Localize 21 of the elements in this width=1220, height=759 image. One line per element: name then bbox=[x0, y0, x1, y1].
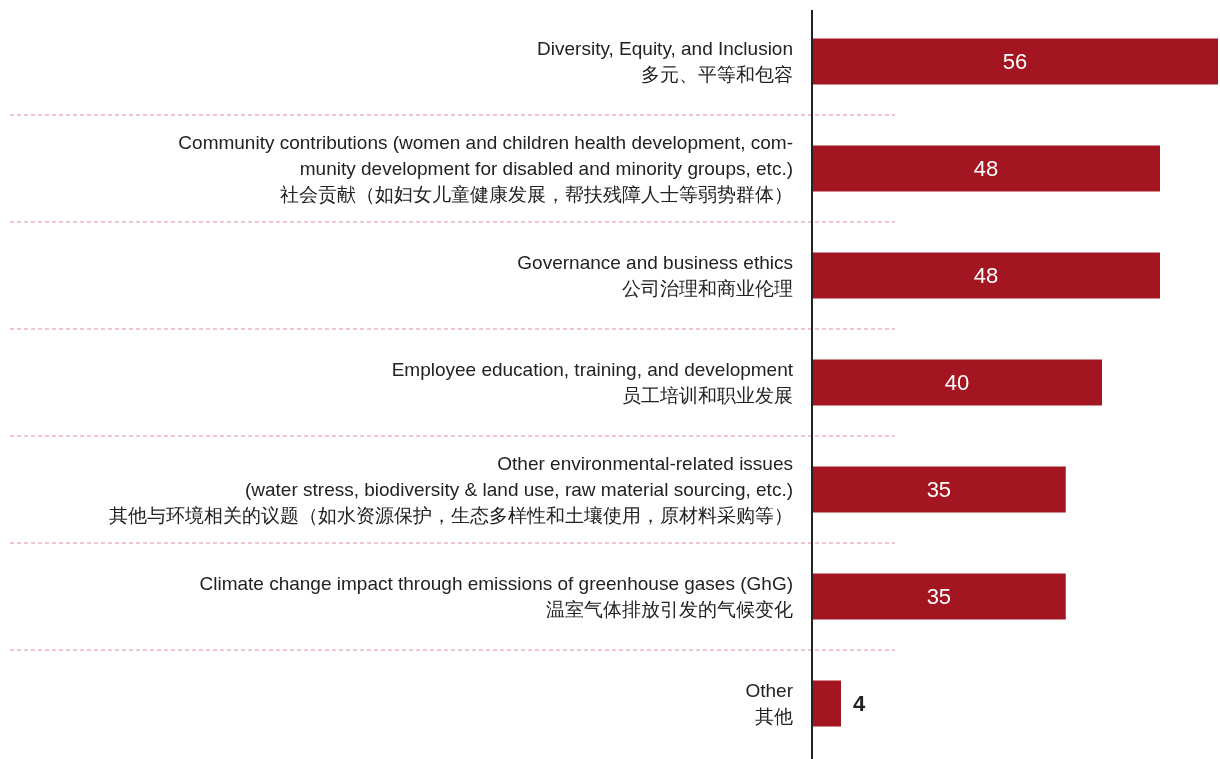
y-tick-label: Employee education, training, and development 员工培训和职业发展 bbox=[391, 359, 794, 407]
y-tick-label: Diversity, Equity, and Inclusion 多元、平等和包容 bbox=[537, 38, 793, 86]
y-tick-label: Governance and business ethics 公司治理和商业伦理 bbox=[517, 252, 793, 300]
data-label: 35 bbox=[926, 477, 952, 503]
bar bbox=[812, 466, 1066, 513]
bar bbox=[812, 573, 1066, 620]
bar bbox=[812, 145, 1160, 192]
data-label: 40 bbox=[944, 370, 970, 396]
y-tick-label: Community contributions (women and children health development, com- munity development for disabled and minority groups, etc.) 社会贡献（如妇女儿童健康发展，帮扶残障人士等弱势群体） bbox=[178, 132, 793, 206]
y-tick-label: Other environmental-related issues (water stress, biodiversity & land use, raw material sourcing, etc.) 其他与环境相关的议题（如水资源保护，生态多样性和土壤使用，原材料采购等） bbox=[109, 453, 793, 527]
data-label: 48 bbox=[973, 263, 999, 289]
y-tick-label: Climate change impact through emissions of greenhouse gases (GhG) 温室气体排放引发的气候变化 bbox=[199, 573, 793, 621]
data-label: 48 bbox=[973, 156, 999, 182]
bar bbox=[812, 38, 1218, 85]
bar bbox=[812, 252, 1160, 299]
data-label: 35 bbox=[926, 584, 952, 610]
data-label: 56 bbox=[1002, 49, 1028, 75]
y-tick-label: Other 其他 bbox=[745, 680, 794, 728]
data-label: 4 bbox=[853, 691, 866, 717]
bar bbox=[812, 359, 1102, 406]
bar bbox=[812, 680, 841, 727]
